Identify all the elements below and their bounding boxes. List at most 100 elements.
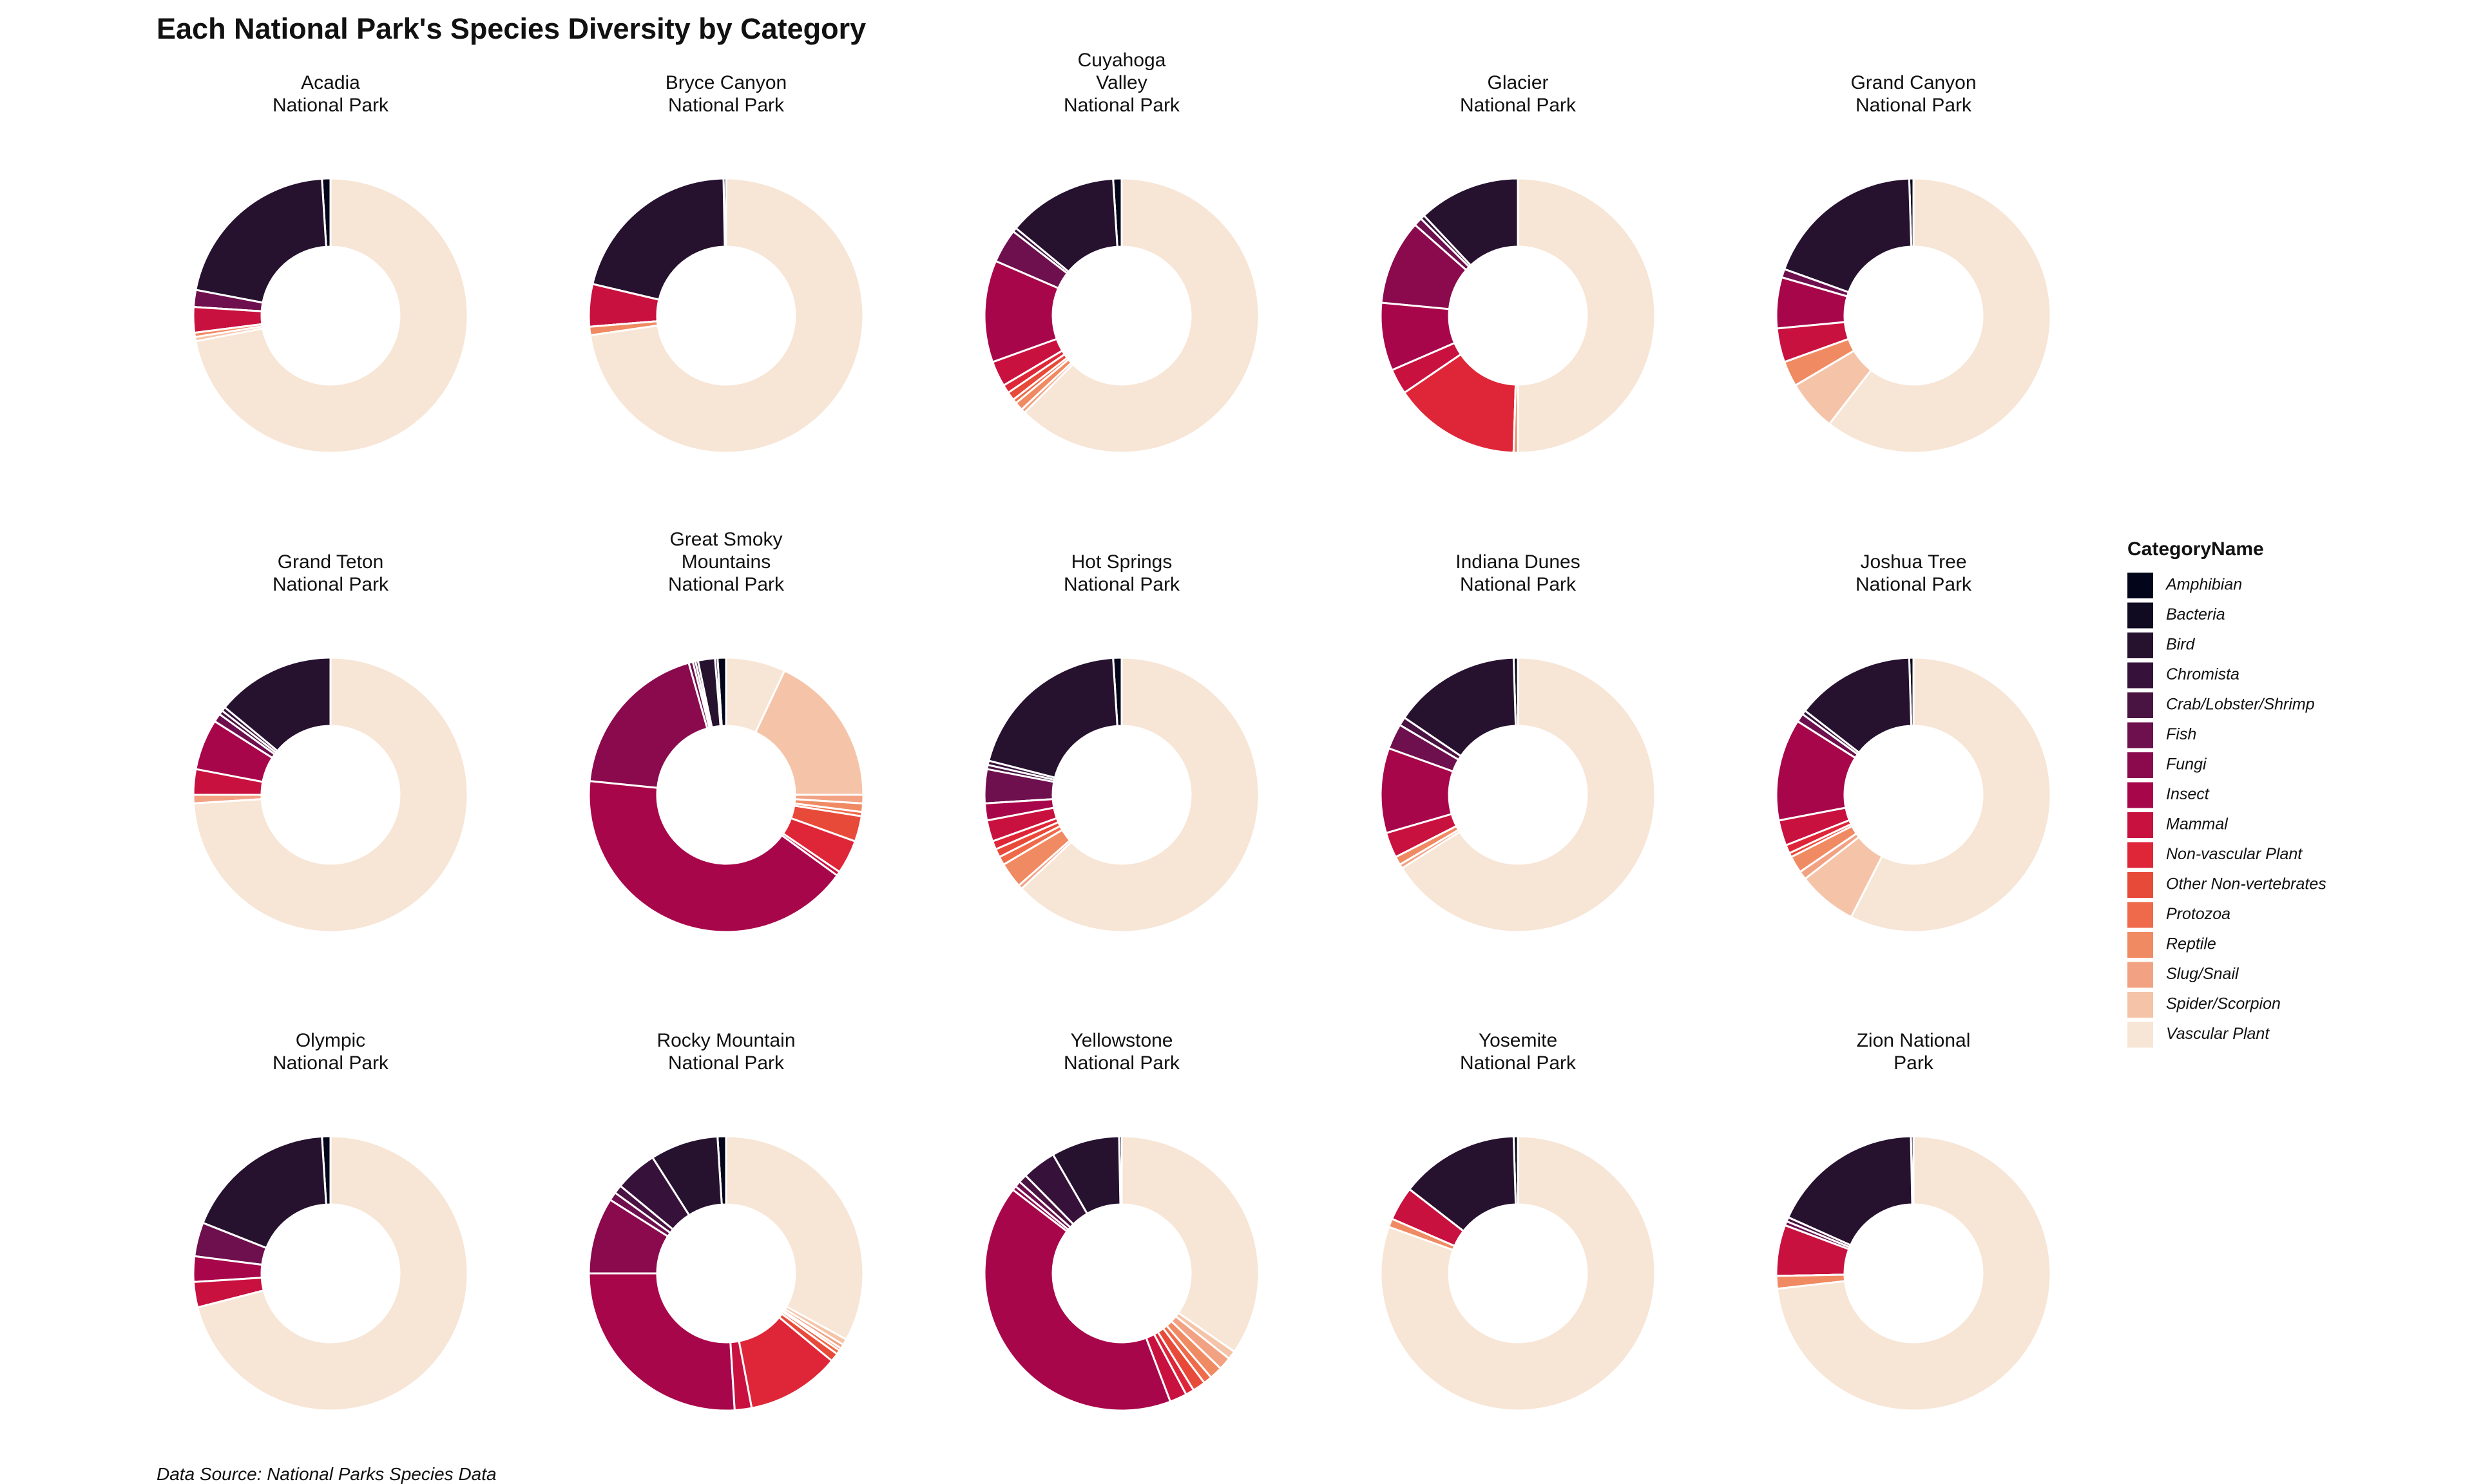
facet-title-line: National Park	[668, 1052, 785, 1074]
facet-title-line: National Park	[273, 95, 389, 116]
donut	[1775, 656, 2052, 933]
donut-segment	[195, 177, 469, 454]
donut-segment	[1401, 656, 1656, 933]
facet-title-line: Mountains	[682, 551, 771, 573]
legend-swatch	[2127, 633, 2153, 658]
donut-segment	[725, 656, 786, 734]
donut-segment	[1020, 656, 1260, 933]
facet-title-line: Zion National	[1857, 1030, 1971, 1051]
donut-segment	[588, 779, 839, 933]
legend-label: Slug/Snail	[2166, 965, 2239, 983]
donut-segment	[1787, 1135, 1913, 1247]
legend-swatch	[2127, 692, 2153, 718]
donut	[1775, 177, 2052, 454]
donut-segment	[1379, 1135, 1656, 1412]
legend-swatch	[2127, 872, 2153, 898]
legend-label: Reptile	[2166, 935, 2216, 953]
legend-label: Bird	[2166, 636, 2196, 654]
facet-title-line: Acadia	[301, 72, 360, 93]
facet-title-line: Joshua Tree	[1860, 551, 1966, 573]
facet-title-line: Grand Teton	[278, 551, 384, 573]
donut-segment	[1850, 656, 2052, 933]
facet-title: Grand Teton National Park	[273, 551, 389, 595]
facet-title: Cuyahoga Valley National Park	[1064, 50, 1180, 116]
facet-title: Olympic National Park	[273, 1030, 389, 1074]
donut	[1379, 1135, 1656, 1412]
facet-title-line: National Park	[1856, 574, 1972, 595]
donut-segment	[725, 1135, 865, 1341]
donut-segment	[983, 1188, 1172, 1412]
facet-title-line: Cuyahoga	[1078, 50, 1166, 71]
legend-swatch	[2127, 662, 2153, 689]
legend-swatch	[2127, 1022, 2153, 1048]
facet-title: Yosemite National Park	[1460, 1030, 1577, 1074]
donut-segment	[1776, 1135, 2052, 1412]
donut	[588, 1135, 865, 1412]
legend-swatch	[2127, 752, 2153, 778]
facet-title-line: National Park	[1460, 1052, 1577, 1074]
donut-segment	[987, 656, 1118, 779]
legend-label: Insect	[2166, 785, 2210, 803]
facet-title-line: Great Smoky	[669, 529, 782, 550]
donut-segment	[223, 656, 332, 752]
legend-label: Chromista	[2166, 665, 2239, 683]
facet-title-line: Bryce Canyon	[666, 72, 787, 93]
donut-segment	[588, 661, 709, 789]
legend-label: Fungi	[2166, 756, 2207, 774]
donut	[192, 656, 469, 933]
chart-title: Each National Park's Species Diversity b…	[157, 12, 866, 45]
facet-title: Zion National Park	[1857, 1030, 1971, 1074]
facet-title-line: National Park	[273, 574, 389, 595]
facet-title: Great Smoky Mountains National Park	[668, 529, 785, 595]
facet-title-line: National Park	[1064, 1052, 1180, 1074]
donut	[1379, 656, 1656, 933]
facet-title-line: National Park	[1460, 95, 1577, 116]
legend-swatch	[2127, 722, 2153, 748]
legend-swatch	[2127, 992, 2153, 1018]
facet-title-line: National Park	[273, 1052, 389, 1074]
facet-title-line: Valley	[1096, 72, 1147, 93]
donut-segment	[195, 177, 327, 304]
legend-label: Vascular Plant	[2166, 1025, 2270, 1043]
donut	[1379, 177, 1656, 454]
donut-segment	[1403, 353, 1517, 454]
legend-label: Bacteria	[2166, 605, 2225, 623]
facet-title-line: Olympic	[296, 1030, 365, 1051]
donut	[1775, 1135, 2052, 1412]
donut-segment	[1517, 177, 1656, 454]
donut-segment	[1023, 177, 1260, 454]
donut-segment	[754, 669, 865, 796]
facet-title-line: Grand Canyon	[1850, 72, 1976, 93]
facet-title-line: Rocky Mountain	[657, 1030, 795, 1051]
legend-label: Spider/Scorpion	[2166, 995, 2281, 1013]
facet-title-line: National Park	[1460, 574, 1577, 595]
facet-title-line: National Park	[1856, 95, 1972, 116]
legend-swatch	[2127, 782, 2153, 808]
donut	[983, 1135, 1260, 1412]
donut	[588, 656, 865, 933]
donut-segment	[591, 177, 726, 301]
facet-title-line: Park	[1894, 1052, 1934, 1074]
legend-swatch	[2127, 962, 2153, 988]
facet-title: Joshua Tree National Park	[1856, 551, 1972, 595]
donut-segment	[1828, 177, 2052, 454]
donut	[192, 177, 469, 454]
donut-segment	[1120, 1135, 1260, 1353]
facet-title-line: Yosemite	[1479, 1030, 1557, 1051]
facet-title: Rocky Mountain National Park	[657, 1030, 795, 1074]
donut	[983, 656, 1260, 933]
legend-swatch	[2127, 602, 2153, 629]
donut	[588, 177, 865, 454]
donut-segment	[192, 656, 469, 933]
facet-title-line: Yellowstone	[1070, 1030, 1173, 1051]
facet-title-line: National Park	[1064, 95, 1180, 116]
facet-title: Indiana Dunes National Park	[1455, 551, 1580, 595]
donut-segment	[1783, 177, 1913, 294]
caption: Data Source: National Parks Species Data	[157, 1464, 497, 1484]
facet-title-line: Hot Springs	[1071, 551, 1173, 573]
donut-segment	[1408, 1135, 1517, 1233]
facet-title: Grand Canyon National Park	[1850, 72, 1976, 116]
legend-label: Fish	[2166, 725, 2196, 743]
facet-title: Yellowstone National Park	[1064, 1030, 1180, 1074]
